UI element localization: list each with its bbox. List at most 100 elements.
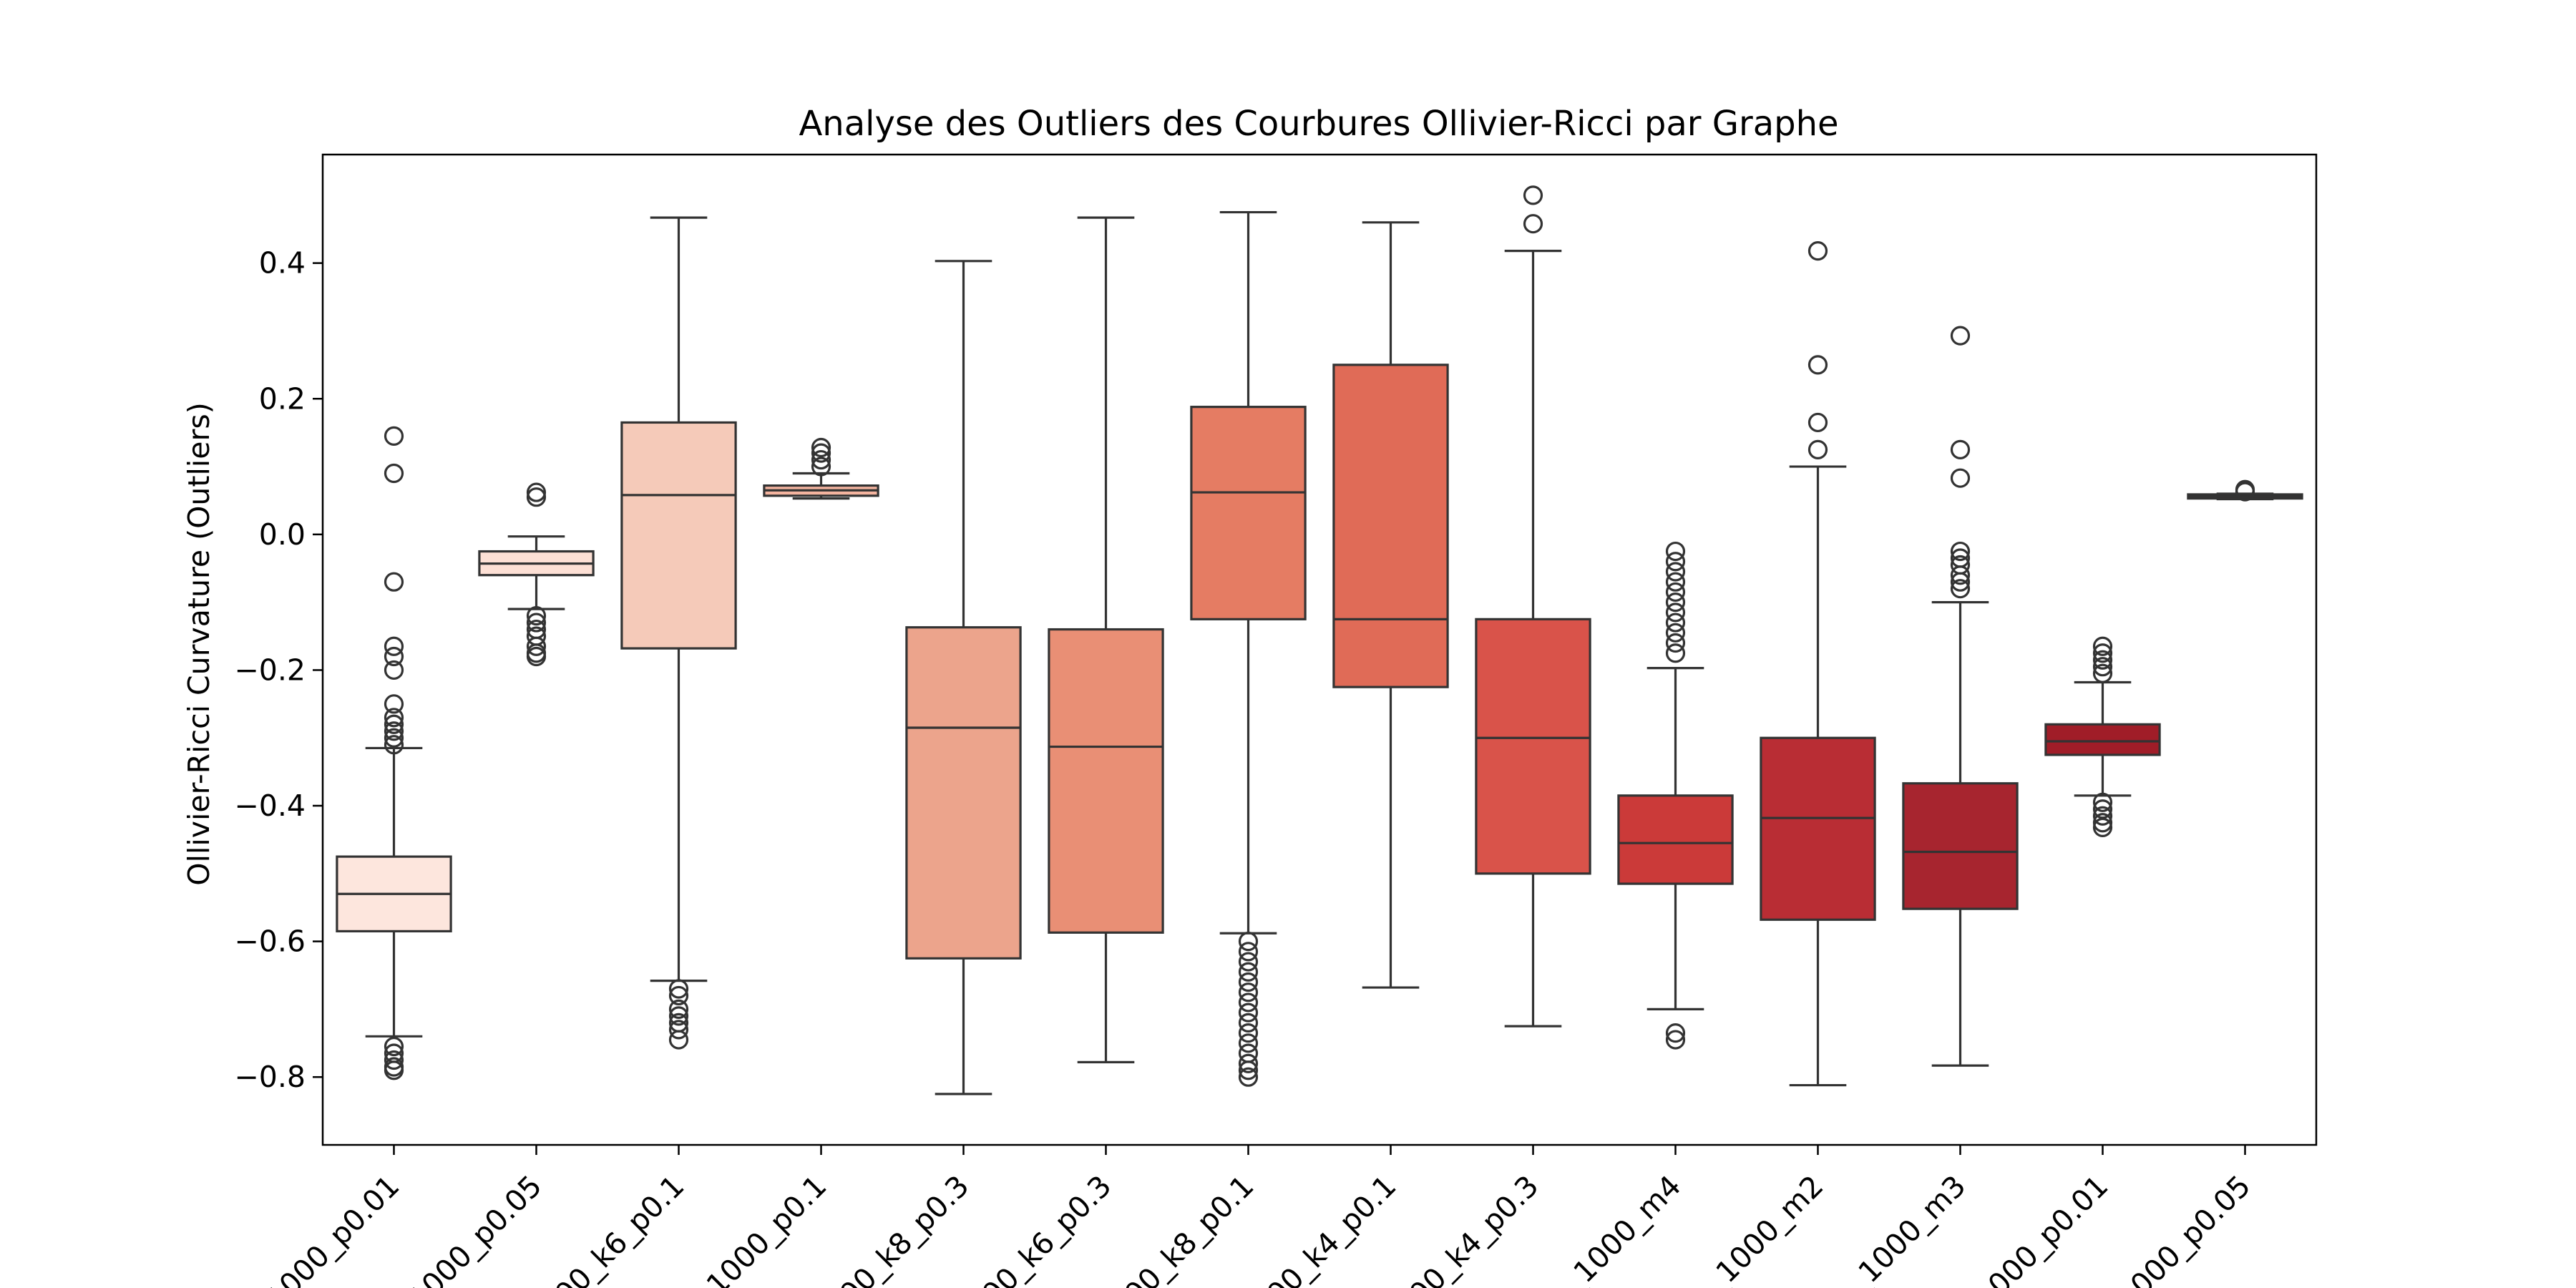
box-iqr [1902,782,2019,910]
outlier-point [1238,1053,1259,1073]
outlier-point [2092,792,2113,812]
box-iqr [2044,723,2161,756]
outlier-point [668,979,689,999]
outlier-point [384,708,404,728]
outlier-point [384,735,404,755]
outlier-point [2092,813,2113,833]
plot-frame [321,153,2318,1146]
outlier-point [1665,602,1686,623]
outlier-point [1807,439,1828,459]
box-group-2 [478,482,595,667]
outlier-point [1807,412,1828,433]
box-iqr [1760,736,1876,921]
outlier-point [384,426,404,446]
outlier-point [2092,806,2113,826]
outlier-point [384,714,404,734]
plot-area [336,185,2303,1096]
outlier-point [1665,582,1686,602]
outlier-point [1238,952,1259,972]
y-axis: −0.8 −0.6 −0.4 −0.2 0.0 0.2 0.4 [234,246,323,1094]
outlier-point [384,721,404,741]
outlier-point [526,606,547,626]
outlier-point [1950,572,1971,592]
outlier-point [811,437,831,458]
outlier-point [1807,355,1828,375]
box-group-4 [763,437,879,500]
outlier-point [1950,565,1971,585]
outlier-point [2092,643,2113,663]
outlier-point [668,1006,689,1026]
outlier-point [1950,579,1971,599]
box-group-6 [1048,216,1164,1063]
box-iqr [1332,364,1449,688]
outlier-point [2092,657,2113,677]
box-group-14 [2187,479,2303,502]
box-iqr [1190,406,1307,620]
outlier-point [384,646,404,667]
outlier-point [384,694,404,714]
outlier-point [384,1036,404,1057]
y-tick-label: 0.0 [259,517,306,552]
outlier-point [1950,541,1971,562]
box-group-10 [1617,541,1734,1050]
outlier-point [1238,1023,1259,1043]
y-tick-label: 0.2 [259,381,306,416]
outlier-point [1665,633,1686,653]
box-group-5 [905,260,1022,1096]
outlier-point [811,449,831,470]
outlier-point [1950,439,1971,459]
outlier-point [526,482,547,502]
outlier-point [2092,636,2113,656]
outlier-point [1238,972,1259,992]
outlier-point [1238,1033,1259,1053]
outlier-point [1238,942,1259,962]
outlier-point [1665,552,1686,572]
outlier-point [668,985,689,1006]
outlier-point [668,999,689,1020]
outlier-point [1665,1030,1686,1050]
box-iqr [1617,794,1734,885]
outlier-point [384,1050,404,1070]
outlier-point [2092,650,2113,670]
outlier-point [811,443,831,463]
y-tick-label: −0.6 [234,924,306,959]
outlier-point [1238,1067,1259,1087]
outlier-point [384,728,404,748]
outlier-point [811,457,831,477]
outlier-point [1238,1002,1259,1023]
outlier-point [1238,962,1259,982]
outlier-point [2092,817,2113,837]
box-group-11 [1760,241,1876,1087]
outlier-point [1665,562,1686,582]
outlier-point [384,463,404,484]
box-group-12 [1902,326,2019,1067]
outlier-point [1523,214,1543,234]
y-tick-label: −0.4 [234,789,306,823]
outlier-point [384,1060,404,1080]
outlier-point [2235,479,2255,499]
outlier-point [1238,1060,1259,1080]
outlier-point [526,613,547,633]
outlier-point [384,636,404,656]
outlier-point [1665,623,1686,643]
box-group-1 [336,426,452,1080]
outlier-point [526,636,547,656]
outlier-point [2092,663,2113,683]
outlier-point [526,646,547,667]
y-tick-label: −0.8 [234,1060,306,1094]
outlier-point [1950,468,1971,488]
y-tick-label: 0.4 [259,246,306,280]
outlier-point [1238,992,1259,1013]
outlier-point [1665,613,1686,633]
outlier-point [1665,643,1686,663]
outlier-point [1238,982,1259,1002]
outlier-point [1238,1013,1259,1033]
outlier-point [1665,572,1686,592]
box-group-8 [1332,221,1449,989]
box-iqr [1048,628,1164,934]
box-iqr [620,421,737,650]
y-tick-label: −0.2 [234,653,306,687]
box-group-9 [1475,185,1591,1028]
